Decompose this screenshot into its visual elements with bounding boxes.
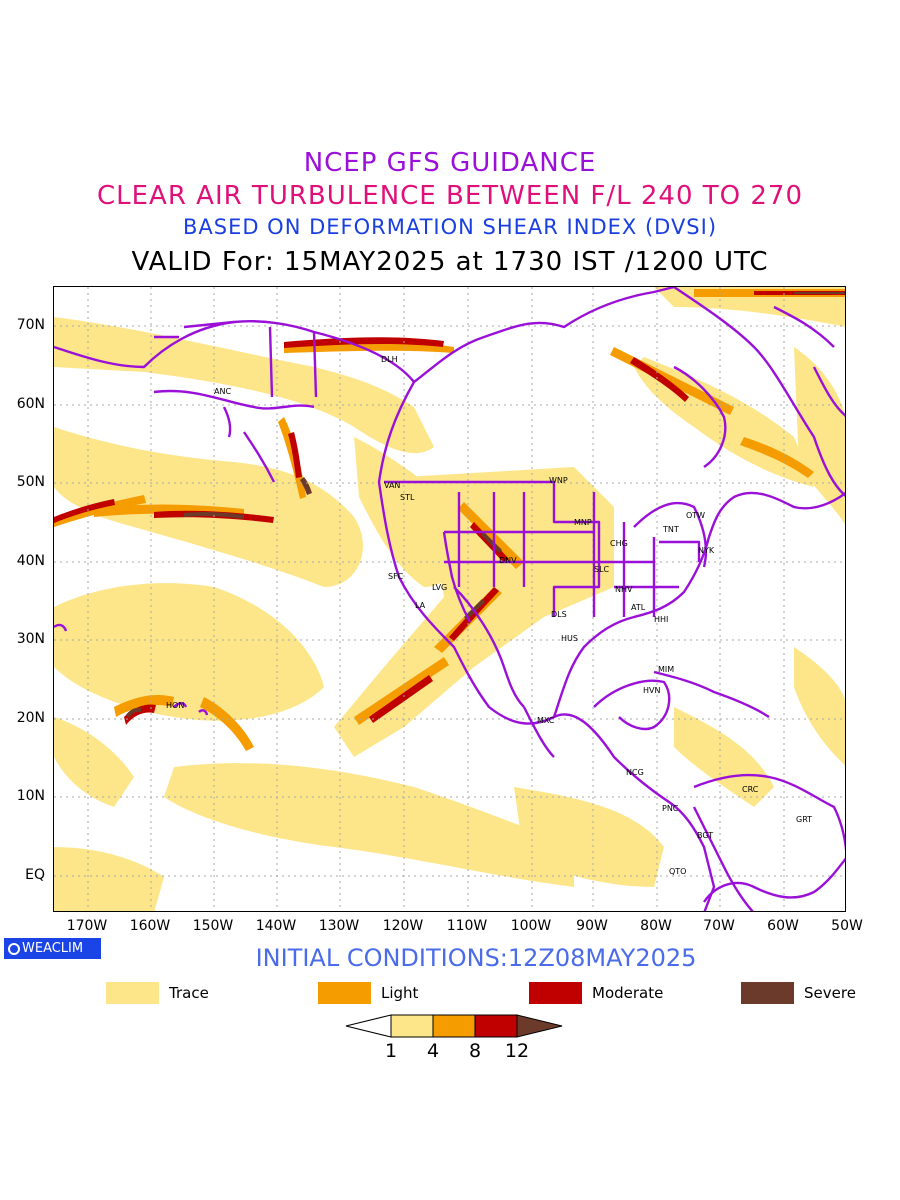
city-label-ncg: NCG xyxy=(626,768,644,777)
legend-label-trace: Trace xyxy=(169,984,209,1002)
legend-label-severe: Severe xyxy=(804,984,856,1002)
weaclim-logo-icon xyxy=(8,943,20,955)
colorbar-tick-12: 12 xyxy=(504,1040,530,1062)
city-label-anc: ANC xyxy=(214,387,231,396)
legend-label-moderate: Moderate xyxy=(592,984,664,1002)
lon-label-80w: 80W xyxy=(640,918,672,934)
lat-label-20n: 20N xyxy=(16,710,45,726)
city-label-hvn: HVN xyxy=(643,686,660,695)
city-label-pnc: PNC xyxy=(662,804,679,813)
city-label-grt: GRT xyxy=(796,815,812,824)
initial-conditions: INITIAL CONDITIONS:12Z08MAY2025 xyxy=(255,944,697,972)
lat-label-10n: 10N xyxy=(16,788,45,804)
colorbar xyxy=(345,1014,563,1038)
lat-label-70n: 70N xyxy=(16,317,45,333)
legend-swatch-severe xyxy=(741,982,794,1004)
turbulence-map: ANC DLH VAN STL WNP MNP OTW TNT NYK CHG DNV SFC LVG L… xyxy=(53,286,846,912)
legend-swatch-light xyxy=(318,982,371,1004)
lon-label-140w: 140W xyxy=(255,918,297,934)
lon-label-70w: 70W xyxy=(703,918,735,934)
colorbar-low-arrow xyxy=(345,1014,392,1038)
city-label-stl: STL xyxy=(400,493,415,502)
city-label-bgt: BGT xyxy=(697,831,713,840)
lon-label-150w: 150W xyxy=(192,918,234,934)
lon-label-90w: 90W xyxy=(576,918,608,934)
lat-label-40n: 40N xyxy=(16,553,45,569)
city-label-chg: CHG xyxy=(610,539,628,548)
colorbar-tick-4: 4 xyxy=(426,1040,440,1062)
city-label-hon: HON xyxy=(166,701,184,710)
city-label-la: LA xyxy=(415,601,426,610)
city-label-mnp: MNP xyxy=(574,518,592,527)
valid-time: VALID For: 15MAY2025 at 1730 IST /1200 U… xyxy=(131,247,769,277)
city-label-lvg: LVG xyxy=(432,583,447,592)
city-label-slc: SLC xyxy=(594,565,610,574)
city-label-nhv: NHV xyxy=(615,585,633,594)
city-label-sfc: SFC xyxy=(388,572,404,581)
city-label-tnt: TNT xyxy=(662,525,679,534)
brand-label: WEACLIM xyxy=(22,941,84,956)
city-label-dlh: DLH xyxy=(381,355,398,364)
weaclim-logo: WEACLIM xyxy=(4,938,101,959)
city-label-mxc: MXC xyxy=(537,716,555,725)
colorbar-tick-1: 1 xyxy=(384,1040,398,1062)
legend-swatch-trace xyxy=(106,982,159,1004)
colorbar-segment-moderate xyxy=(474,1014,518,1038)
city-label-dls: DLS xyxy=(551,610,567,619)
map-subtitle: CLEAR AIR TURBULENCE BETWEEN F/L 240 TO … xyxy=(96,181,804,211)
map-title: NCEP GFS GUIDANCE xyxy=(303,148,597,178)
city-label-nyk: NYK xyxy=(698,546,715,555)
lon-label-120w: 120W xyxy=(382,918,424,934)
colorbar-segment-trace xyxy=(390,1014,434,1038)
city-label-hus: HUS xyxy=(561,634,578,643)
trace-field xyxy=(54,287,845,911)
lat-label-eq: EQ xyxy=(25,867,45,883)
city-label-mim: MIM xyxy=(658,665,674,674)
coastlines xyxy=(54,287,845,911)
legend-swatch-moderate xyxy=(529,982,582,1004)
city-label-hhi: HHI xyxy=(654,615,668,624)
city-label-van: VAN xyxy=(384,481,400,490)
lat-label-60n: 60N xyxy=(16,396,45,412)
lon-label-100w: 100W xyxy=(510,918,552,934)
lat-label-30n: 30N xyxy=(16,631,45,647)
colorbar-segment-light xyxy=(432,1014,476,1038)
city-label-crc: CRC xyxy=(742,785,759,794)
lon-label-130w: 130W xyxy=(318,918,360,934)
city-label-otw: OTW xyxy=(686,511,705,520)
lon-label-60w: 60W xyxy=(767,918,799,934)
lon-label-50w: 50W xyxy=(831,918,863,934)
city-label-qto: QTO xyxy=(669,867,686,876)
light-field xyxy=(54,289,845,751)
method-subtitle: BASED ON DEFORMATION SHEAR INDEX (DVSI) xyxy=(182,215,718,239)
city-label-atl: ATL xyxy=(631,603,646,612)
colorbar-high-arrow xyxy=(516,1014,563,1038)
legend-label-light: Light xyxy=(381,984,419,1002)
city-label-wnp: WNP xyxy=(549,476,568,485)
colorbar-tick-8: 8 xyxy=(468,1040,482,1062)
city-label-dnv: DNV xyxy=(499,556,517,565)
lon-label-160w: 160W xyxy=(129,918,171,934)
lon-label-170w: 170W xyxy=(66,918,108,934)
lat-label-50n: 50N xyxy=(16,474,45,490)
lon-label-110w: 110W xyxy=(446,918,488,934)
